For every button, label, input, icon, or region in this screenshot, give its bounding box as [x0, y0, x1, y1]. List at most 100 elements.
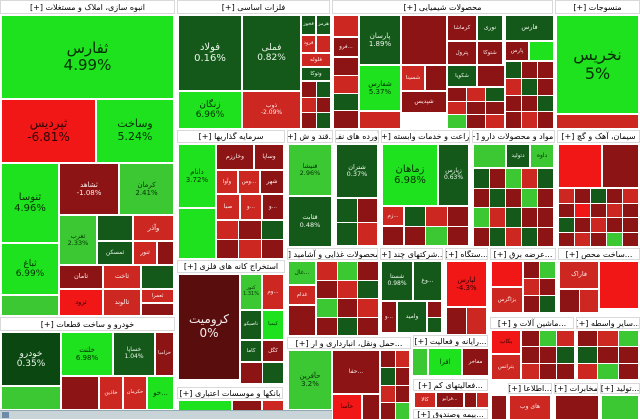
stock-tile-small[interactable] [302, 97, 316, 113]
sector-header[interactable]: مخابرات [+] [554, 383, 598, 394]
sector-header[interactable]: انبوه سازی، املاک و مستغلات [+] [0, 0, 175, 14]
sector-header[interactable]: خودرو و ساخت قطعات [+] [0, 317, 175, 331]
stock-tile[interactable]: خلنت 6.98% [62, 333, 112, 375]
stock-tile-small[interactable] [575, 218, 590, 232]
stock-tile[interactable]: کرماشا [448, 16, 476, 40]
stock-tile[interactable]: ثپردیس -6.81% [2, 100, 95, 162]
stock-tile[interactable]: زماهان 6.98% [383, 145, 437, 205]
stock-tile[interactable] [289, 306, 315, 335]
sector-header[interactable]: محصولات شیمیایی [+] [332, 0, 553, 14]
stock-tile-small[interactable] [506, 169, 521, 188]
stock-tile-small[interactable] [522, 188, 537, 207]
sector-header[interactable]: ...حمل ونقل، انبارداری و ار [+] [287, 337, 411, 349]
stock-tile-small[interactable] [506, 95, 521, 112]
stock-tile[interactable]: فلوله [302, 54, 330, 66]
sector-header[interactable]: ...بیمه وصندوق [+] [413, 409, 488, 419]
stock-tile[interactable] [600, 262, 638, 308]
stock-tile-small[interactable] [302, 82, 316, 97]
stock-tile-small[interactable] [261, 221, 283, 239]
stock-tile-small[interactable] [381, 368, 395, 385]
stock-tile-small[interactable] [618, 331, 638, 347]
stock-tile-small[interactable] [358, 317, 378, 335]
stock-tile-small[interactable] [522, 95, 537, 112]
sector-header[interactable]: ...شرکتهای چند [+] [380, 248, 443, 260]
stock-tile-small[interactable] [337, 199, 357, 222]
stock-tile-small[interactable] [467, 88, 485, 101]
stock-tile[interactable]: شستا 0.98% [382, 262, 412, 300]
stock-tile[interactable]: ...خو [148, 377, 173, 409]
stock-tile[interactable]: خکرمان [124, 377, 146, 409]
stock-tile[interactable]: وساپا [255, 145, 283, 169]
stock-tile-small[interactable] [618, 347, 638, 363]
stock-tile-small[interactable] [578, 331, 598, 347]
stock-tile[interactable] [492, 262, 522, 286]
stock-tile[interactable] [2, 387, 60, 409]
sector-header[interactable]: فلزات اساسی [+] [177, 0, 330, 14]
stock-tile[interactable]: مفاخر [463, 349, 488, 375]
stock-tile-small[interactable] [334, 93, 358, 111]
sector-header[interactable]: ...ستگاه [+] [445, 248, 488, 260]
stock-tile[interactable]: ...غال [289, 262, 315, 284]
stock-tile[interactable]: ...وم [263, 275, 283, 309]
stock-tile[interactable]: ...حفا [333, 351, 379, 393]
stock-tile[interactable]: فملی 0.82% [243, 16, 300, 90]
stock-tile-small[interactable] [579, 290, 598, 312]
stock-tile[interactable]: ذوب -2.09% [243, 92, 300, 128]
sector-header[interactable]: ...سایر واسطه [+] [576, 317, 640, 329]
stock-tile-small[interactable] [317, 299, 337, 317]
stock-tile[interactable]: قنیشا 2.96% [289, 145, 331, 195]
stock-tile-small[interactable] [538, 112, 553, 128]
stock-tile[interactable]: ثفارس 4.99% [2, 16, 173, 98]
stock-tile[interactable]: ثرود [60, 290, 102, 315]
sector-header[interactable]: ...عرضه برق [+] [490, 248, 556, 260]
stock-tile[interactable]: پترول [448, 42, 476, 64]
stock-tile-small[interactable] [538, 95, 553, 112]
stock-tile-small[interactable] [578, 363, 598, 379]
stock-tile-small[interactable] [474, 169, 489, 188]
stock-tile-small[interactable] [395, 402, 409, 419]
stock-tile[interactable] [179, 209, 215, 258]
stock-tile-small[interactable] [447, 308, 466, 334]
stock-tile-small[interactable] [334, 58, 358, 75]
stock-tile-small[interactable] [337, 280, 358, 298]
stock-tile-small[interactable] [598, 331, 618, 347]
stock-tile[interactable]: خزامیا [156, 333, 173, 375]
stock-tile-small[interactable] [447, 207, 468, 226]
stock-tile-small[interactable] [316, 113, 330, 128]
stock-tile[interactable] [402, 16, 446, 64]
stock-tile[interactable]: های وب [510, 396, 550, 419]
stock-tile[interactable]: فارس [506, 16, 553, 40]
stock-tile-small[interactable] [262, 363, 283, 383]
stock-tile-small[interactable] [506, 62, 521, 78]
stock-tile-small[interactable] [623, 232, 638, 246]
stock-tile[interactable]: فولاد 0.16% [179, 16, 241, 90]
stock-tile-small[interactable] [358, 280, 378, 298]
stock-tile[interactable]: تاصیکو [241, 311, 261, 339]
stock-tile-small[interactable] [607, 189, 622, 203]
stock-tile-small[interactable] [486, 115, 504, 128]
stock-tile-small[interactable] [538, 62, 553, 78]
stock-tile-small[interactable] [467, 115, 485, 128]
stock-tile-small[interactable] [557, 347, 574, 363]
stock-tile[interactable]: کاما [241, 341, 261, 361]
stock-tile-small[interactable] [538, 227, 553, 246]
stock-tile[interactable]: ثالوند [104, 290, 140, 315]
stock-tile-small[interactable] [490, 227, 505, 246]
stock-tile[interactable]: حآفرین 3.2% [289, 351, 331, 409]
stock-tile[interactable]: ...و [241, 195, 261, 219]
stock-tile-small[interactable] [522, 347, 539, 363]
stock-tile-small[interactable] [316, 97, 330, 113]
stock-tile-small[interactable] [490, 208, 505, 227]
stock-tile-small[interactable] [591, 232, 606, 246]
stock-tile[interactable]: حآسا [333, 395, 361, 419]
stock-tile-small[interactable] [426, 226, 447, 245]
stock-tile[interactable]: نخریس 5% [557, 16, 638, 113]
stock-tile-small[interactable] [623, 203, 638, 217]
stock-tile-small[interactable] [465, 393, 476, 407]
stock-tile-small[interactable] [540, 262, 555, 278]
stock-tile-small[interactable] [337, 317, 358, 335]
stock-tile[interactable]: ...وغ [414, 262, 441, 300]
stock-tile[interactable]: فخوز [302, 16, 315, 34]
stock-tile-small[interactable] [591, 203, 606, 217]
stock-tile-small[interactable] [316, 82, 330, 97]
